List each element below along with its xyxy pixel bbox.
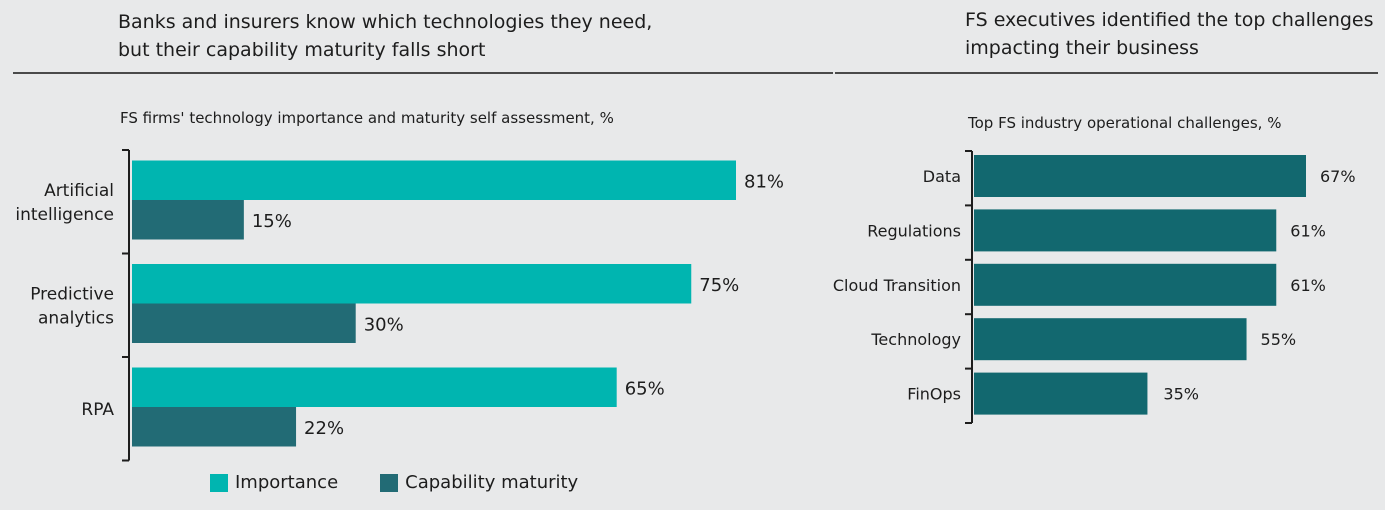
bar-capability-maturity: [132, 303, 356, 343]
bar-challenge: [974, 372, 1148, 415]
bar-challenge: [974, 318, 1247, 361]
chart-legend: Importance Capability maturity: [210, 472, 620, 493]
left-chart-title: FS firms' technology importance and matu…: [120, 109, 614, 127]
left-divider: [13, 72, 833, 74]
data-label: 81%: [744, 171, 784, 192]
data-label: 30%: [364, 314, 404, 335]
data-label: 65%: [625, 378, 665, 399]
bar-capability-maturity: [132, 200, 244, 240]
category-label: Artificial: [44, 181, 114, 201]
left-headline-line2: but their capability maturity falls shor…: [118, 39, 486, 61]
category-label: Data: [923, 167, 961, 186]
right-headline-line1: FS executives identified the top challen…: [965, 9, 1374, 31]
category-label: intelligence: [15, 205, 114, 225]
category-label: analytics: [38, 308, 114, 328]
category-label: Predictive: [30, 284, 114, 304]
legend-swatch-importance: [210, 473, 228, 492]
right-headline: FS executives identified the top challen…: [965, 6, 1374, 62]
bar-importance: [132, 264, 692, 304]
legend-item-importance: Importance: [210, 472, 338, 493]
legend-item-capability-maturity: Capability maturity: [380, 472, 578, 493]
category-label: FinOps: [907, 385, 961, 404]
data-label: 67%: [1320, 167, 1356, 186]
legend-label-capability-maturity: Capability maturity: [405, 472, 579, 493]
data-label: 22%: [304, 418, 344, 439]
left-headline: Banks and insurers know which technologi…: [118, 8, 652, 64]
bar-importance: [132, 160, 736, 200]
right-headline-line2: impacting their business: [965, 37, 1199, 59]
category-label: RPA: [81, 400, 114, 420]
category-label: Cloud Transition: [833, 276, 961, 295]
right-divider: [835, 72, 1378, 74]
right-chart-title: Top FS industry operational challenges, …: [968, 114, 1282, 132]
bar-challenge: [974, 209, 1277, 252]
data-label: 35%: [1163, 385, 1199, 404]
bar-challenge: [974, 263, 1277, 306]
data-label: 75%: [699, 275, 739, 296]
legend-label-importance: Importance: [235, 472, 339, 493]
bar-challenge: [974, 155, 1306, 197]
left-headline-line1: Banks and insurers know which technologi…: [118, 11, 653, 33]
data-label: 61%: [1290, 221, 1326, 240]
category-label: Regulations: [867, 221, 961, 240]
data-label: 55%: [1261, 330, 1297, 349]
data-label: 61%: [1290, 276, 1326, 295]
category-label: Technology: [870, 330, 961, 349]
data-label: 15%: [252, 211, 292, 232]
bar-importance: [132, 367, 617, 407]
bar-capability-maturity: [132, 407, 297, 447]
legend-swatch-capability-maturity: [380, 473, 399, 492]
